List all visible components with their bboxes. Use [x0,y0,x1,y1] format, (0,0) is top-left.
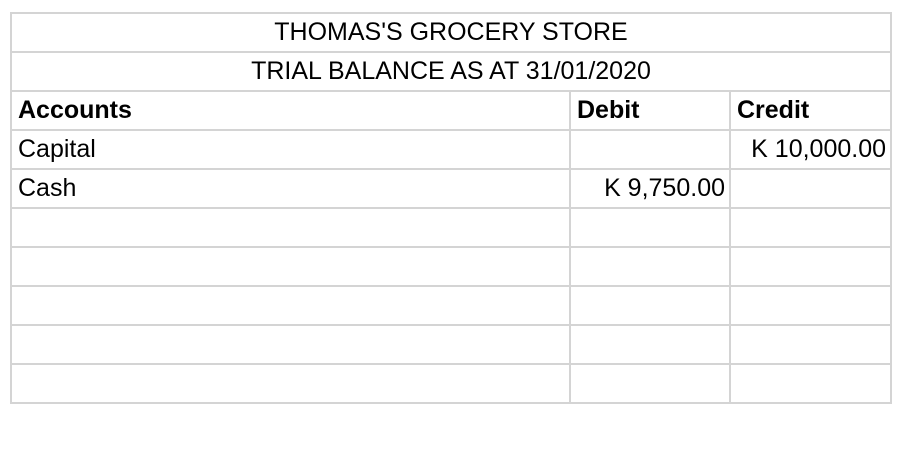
table-row: Capital K 10,000.00 [10,129,893,170]
account-cell [10,363,571,404]
table-row [10,285,893,326]
debit-cell: K 9,750.00 [569,168,731,209]
credit-cell: K 10,000.00 [728,129,893,170]
subtitle-row: TRIAL BALANCE AS AT 31/01/2020 [9,51,893,92]
account-cell [10,246,571,287]
account-cell: Capital [10,129,571,170]
account-cell [10,207,571,248]
table-row [10,363,893,404]
header-row: Accounts Debit Credit [10,90,893,131]
header-debit: Debit [569,90,731,131]
debit-cell [569,285,731,326]
credit-cell [728,363,893,404]
trial-balance-subtitle: TRIAL BALANCE AS AT 31/01/2020 [9,51,893,92]
header-accounts: Accounts [10,90,571,131]
credit-cell [728,207,893,248]
account-cell [10,285,571,326]
debit-cell [569,363,731,404]
debit-cell [569,129,731,170]
debit-cell [569,246,731,287]
header-credit: Credit [728,90,893,131]
store-title: THOMAS'S GROCERY STORE [9,12,893,53]
credit-cell [728,324,893,365]
account-cell: Cash [10,168,571,209]
debit-cell [569,324,731,365]
account-cell [10,324,571,365]
title-row: THOMAS'S GROCERY STORE [9,12,893,53]
debit-cell [569,207,731,248]
table-row [10,324,893,365]
credit-cell [728,285,893,326]
table-row: Cash K 9,750.00 [10,168,893,209]
table-row [10,246,893,287]
trial-balance-table: THOMAS'S GROCERY STORE TRIAL BALANCE AS … [9,12,893,404]
table-row [10,207,893,248]
credit-cell [728,246,893,287]
credit-cell [728,168,893,209]
